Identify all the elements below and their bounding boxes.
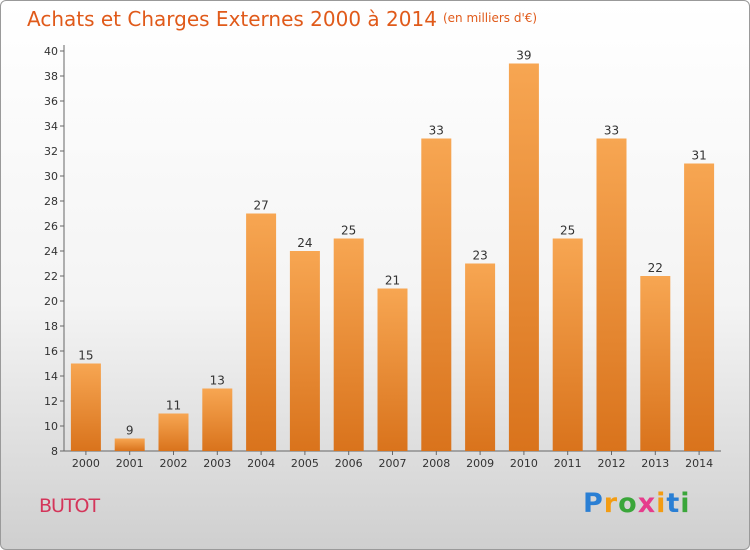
x-tick-label-2009: 2009 — [466, 457, 494, 470]
data-label-2002: 11 — [166, 399, 181, 413]
data-label-2009: 23 — [472, 249, 487, 263]
y-tick-label: 18 — [44, 320, 58, 333]
data-label-2005: 24 — [297, 236, 312, 250]
data-label-2011: 25 — [560, 224, 575, 238]
x-tick-label-2003: 2003 — [203, 457, 231, 470]
chart-unit: (en milliers d'€) — [442, 11, 538, 25]
y-tick-label: 8 — [51, 445, 58, 458]
chart-title: Achats et Charges Externes 2000 à 2014 (e… — [27, 7, 538, 31]
bar-2014 — [684, 163, 715, 451]
bar-2012 — [596, 138, 627, 451]
logo-letter: x — [637, 488, 657, 519]
y-tick-label: 38 — [44, 70, 58, 83]
bar-2013 — [640, 276, 671, 451]
data-label-2004: 27 — [253, 199, 268, 213]
logo-letter: t — [666, 488, 681, 519]
bar-2001 — [114, 438, 145, 451]
y-tick-label: 40 — [44, 45, 58, 58]
bar-2003 — [202, 388, 233, 451]
y-tick-label: 30 — [44, 170, 58, 183]
logo-letter: i — [656, 488, 667, 519]
bar-2009 — [465, 263, 496, 451]
y-tick-label: 10 — [44, 420, 58, 433]
y-tick-label: 22 — [44, 270, 58, 283]
logo-letter: i — [680, 488, 691, 519]
bar-2011 — [552, 238, 583, 451]
y-tick-label: 34 — [44, 120, 58, 133]
x-tick-label-2014: 2014 — [685, 457, 713, 470]
x-tick-label-2012: 2012 — [598, 457, 626, 470]
y-tick-label: 24 — [44, 245, 58, 258]
data-label-2014: 31 — [691, 149, 706, 163]
x-tick-label-2005: 2005 — [291, 457, 319, 470]
bar-2000 — [70, 363, 101, 451]
data-label-2012: 33 — [604, 124, 619, 138]
logo-letter: r — [603, 488, 619, 519]
data-label-2003: 13 — [210, 374, 225, 388]
x-tick-label-2004: 2004 — [247, 457, 275, 470]
x-tick-label-2007: 2007 — [379, 457, 407, 470]
x-tick-label-2006: 2006 — [335, 457, 363, 470]
proxiti-logo: Proxiti — [583, 488, 691, 519]
data-label-2007: 21 — [385, 274, 400, 288]
data-label-2008: 33 — [429, 124, 444, 138]
data-label-2001: 9 — [126, 424, 134, 438]
bar-2004 — [246, 213, 277, 451]
x-tick-label-2002: 2002 — [160, 457, 188, 470]
x-tick-label-2000: 2000 — [72, 457, 100, 470]
y-tick-label: 12 — [44, 395, 58, 408]
x-tick-label-2001: 2001 — [116, 457, 144, 470]
x-tick-label-2010: 2010 — [510, 457, 538, 470]
y-tick-label: 26 — [44, 220, 58, 233]
bar-2010 — [508, 63, 539, 451]
data-label-2000: 15 — [78, 349, 93, 363]
y-tick-label: 14 — [44, 370, 58, 383]
bar-2006 — [333, 238, 364, 451]
bar-2005 — [289, 251, 320, 451]
x-tick-label-2011: 2011 — [554, 457, 582, 470]
x-tick-label-2013: 2013 — [641, 457, 669, 470]
x-tick-label-2008: 2008 — [422, 457, 450, 470]
y-tick-label: 36 — [44, 95, 58, 108]
y-tick-label: 20 — [44, 295, 58, 308]
y-tick-label: 32 — [44, 145, 58, 158]
logo-letter: o — [618, 488, 638, 519]
data-label-2010: 39 — [516, 49, 531, 63]
commune-name: BUTOT — [39, 495, 100, 517]
bar-2007 — [377, 288, 408, 451]
data-label-2013: 22 — [648, 261, 663, 275]
y-tick-label: 28 — [44, 195, 58, 208]
y-tick-label: 16 — [44, 345, 58, 358]
logo-letter: P — [583, 488, 604, 519]
bar-2008 — [421, 138, 452, 451]
data-label-2006: 25 — [341, 224, 356, 238]
bar-2002 — [158, 413, 189, 451]
